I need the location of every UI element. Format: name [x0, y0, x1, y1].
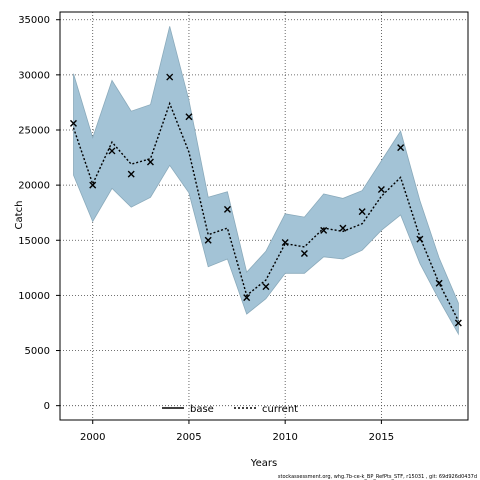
base-point — [89, 181, 97, 189]
y-tick-label: 10000 — [18, 291, 50, 302]
y-tick-label: 30000 — [18, 70, 50, 81]
base-point — [223, 205, 231, 213]
footer-text: stockassessment.org, whg.7b-ce-k_BP_RefP… — [278, 474, 477, 480]
legend-current-label: current — [262, 404, 298, 415]
base-point — [339, 224, 347, 232]
y-tick-label: 5000 — [25, 346, 50, 357]
base-point — [69, 119, 77, 127]
x-tick-label: 2015 — [369, 432, 394, 443]
y-axis-label: Catch — [14, 201, 25, 230]
base-point — [166, 73, 174, 81]
x-tick-label: 2000 — [80, 432, 105, 443]
y-tick-label: 25000 — [18, 125, 50, 136]
y-tick-label: 15000 — [18, 236, 50, 247]
base-point — [127, 170, 135, 178]
y-axis: 0 5000 10000 15000 20000 25000 30000 35000 — [18, 15, 60, 412]
legend: base current — [162, 404, 298, 415]
base-point — [262, 283, 270, 291]
base-point — [454, 319, 462, 327]
x-tick-label: 2005 — [176, 432, 201, 443]
base-point — [397, 144, 405, 152]
base-point — [320, 226, 328, 234]
x-tick-label: 2010 — [272, 432, 297, 443]
x-axis: 2000 2005 2010 2015 — [80, 420, 394, 443]
base-markers — [69, 73, 462, 327]
base-point — [416, 235, 424, 243]
base-point — [108, 147, 116, 155]
base-point — [146, 158, 154, 166]
base-point — [377, 186, 385, 194]
base-point — [185, 113, 193, 121]
x-axis-label: Years — [250, 458, 277, 469]
base-point — [358, 208, 366, 216]
base-point — [243, 294, 251, 302]
base-point — [435, 279, 443, 287]
confidence-band — [73, 26, 459, 336]
y-tick-label: 0 — [44, 401, 50, 412]
y-tick-label: 35000 — [18, 15, 50, 26]
y-tick-label: 20000 — [18, 181, 50, 192]
current-line — [72, 101, 460, 322]
base-point — [204, 236, 212, 244]
base-point — [300, 249, 308, 257]
legend-base-label: base — [190, 404, 214, 415]
plot-frame — [59, 11, 469, 421]
base-point — [281, 238, 289, 246]
